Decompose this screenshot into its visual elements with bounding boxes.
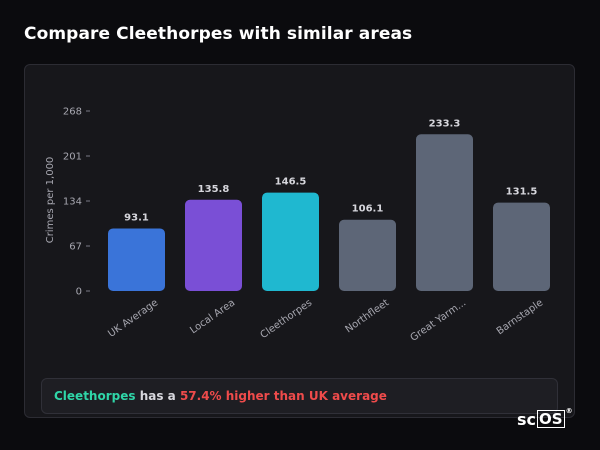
bar-value-label: 135.8: [198, 184, 230, 195]
x-tick-label: Northfleet: [344, 297, 392, 335]
x-tick-label: Cleethorpes: [259, 297, 315, 341]
x-tick-label: Great Yarm...: [409, 297, 469, 343]
brand-logo-boxed: OS: [537, 410, 565, 428]
bars-group: 93.1 UK Average 135.8 Local Area 146.5 Cleeth…: [106, 118, 550, 344]
summary-box: Cleethorpes has a 57.4% higher than UK a…: [41, 378, 558, 414]
bar-value-label: 106.1: [352, 204, 384, 215]
summary-connector-text: has a: [135, 389, 180, 403]
bar-chart: 0 67 134 201 268 Crimes per 1,000 93.1 UK Ave…: [45, 107, 550, 344]
bar-value-label: 233.3: [429, 118, 461, 129]
bar[interactable]: [493, 202, 550, 291]
x-tick-label: UK Average: [106, 297, 160, 339]
bar[interactable]: [185, 199, 242, 291]
y-tick-label: 0: [76, 287, 82, 298]
summary-area-name: Cleethorpes: [54, 389, 136, 403]
page-title: Compare Cleethorpes with similar areas: [24, 24, 413, 44]
chart-card: 0 67 134 201 268 Crimes per 1,000 93.1 UK Ave…: [24, 64, 575, 418]
bar-value-label: 131.5: [506, 187, 538, 198]
bar-value-label: 146.5: [275, 177, 307, 188]
bar[interactable]: [108, 228, 165, 291]
brand-registered-mark: ®: [565, 407, 573, 415]
x-tick-label: Barnstaple: [495, 297, 545, 337]
brand-logo: sc OS ®: [517, 407, 573, 430]
brand-logo-prefix: sc: [517, 410, 537, 429]
bar-value-label: 93.1: [124, 212, 149, 223]
y-tick-label: 268: [63, 107, 82, 118]
y-tick-label: 134: [63, 197, 82, 208]
x-tick-label: Local Area: [188, 297, 237, 336]
bar[interactable]: [339, 219, 396, 291]
y-tick-label: 67: [69, 242, 82, 253]
bar[interactable]: [416, 134, 473, 291]
y-tick-label: 201: [63, 152, 82, 163]
bar[interactable]: [262, 192, 319, 291]
y-axis: 0 67 134 201 268: [63, 107, 90, 298]
y-axis-title: Crimes per 1,000: [45, 157, 56, 244]
summary-stat: 57.4% higher than UK average: [179, 389, 387, 403]
